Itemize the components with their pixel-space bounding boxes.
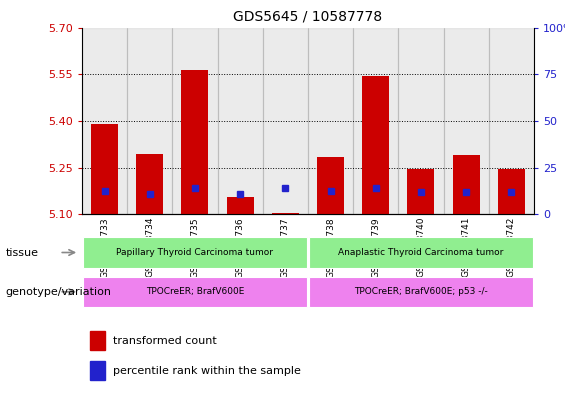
Bar [127,28,172,214]
Bar [91,124,118,214]
Text: transformed count: transformed count [113,336,217,346]
Bar [83,237,307,268]
Bar [83,277,307,307]
Bar [444,28,489,214]
Text: Papillary Thyroid Carcinoma tumor: Papillary Thyroid Carcinoma tumor [116,248,273,257]
Bar [263,28,308,214]
Text: tissue: tissue [6,248,38,257]
Bar [227,197,254,214]
Bar [407,169,434,214]
Bar [317,157,344,214]
Text: percentile rank within the sample: percentile rank within the sample [113,365,301,376]
Text: TPOCreER; BrafV600E; p53 -/-: TPOCreER; BrafV600E; p53 -/- [354,287,488,296]
Bar [82,28,127,214]
Bar [181,70,208,214]
Bar [136,154,163,214]
Bar [453,155,480,214]
Bar [90,361,105,380]
Text: Anaplastic Thyroid Carcinoma tumor: Anaplastic Thyroid Carcinoma tumor [338,248,503,257]
Bar [398,28,444,214]
Bar [309,237,533,268]
Bar [489,28,534,214]
Bar [498,169,525,214]
Bar [353,28,398,214]
Bar [308,28,353,214]
Bar [172,28,218,214]
Text: genotype/variation: genotype/variation [6,287,112,297]
Bar [309,277,533,307]
Bar [272,213,299,214]
Text: TPOCreER; BrafV600E: TPOCreER; BrafV600E [146,287,244,296]
Bar [362,76,389,214]
Title: GDS5645 / 10587778: GDS5645 / 10587778 [233,9,383,24]
Bar [218,28,263,214]
Bar [90,331,105,350]
